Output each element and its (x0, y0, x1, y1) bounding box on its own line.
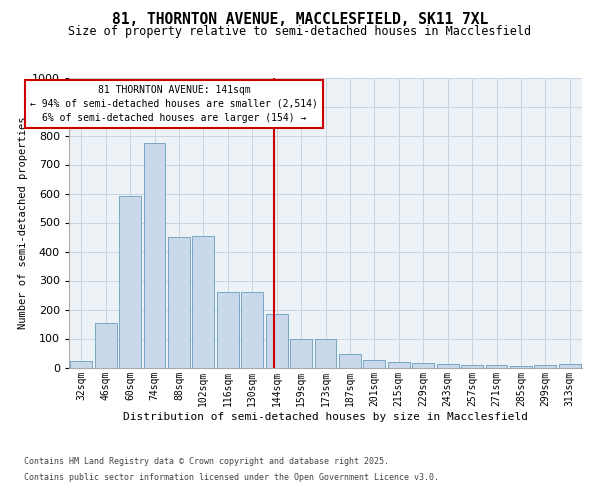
Bar (535, 365, 556, 368)
Bar (143, 143, 166, 368)
Bar (412, 363, 434, 368)
Bar (559, 364, 581, 368)
Bar (314, 340, 337, 367)
Bar (95, 323, 116, 368)
Text: 81 THORNTON AVENUE: 141sqm
← 94% of semi-detached houses are smaller (2,514)
6% : 81 THORNTON AVENUE: 141sqm ← 94% of semi… (30, 84, 318, 122)
Text: Size of property relative to semi-detached houses in Macclesfield: Size of property relative to semi-detach… (68, 25, 532, 38)
Bar (193, 236, 214, 368)
Bar (266, 314, 287, 368)
Bar (168, 237, 190, 368)
Text: Contains HM Land Registry data © Crown copyright and database right 2025.: Contains HM Land Registry data © Crown c… (24, 458, 389, 466)
Bar (119, 196, 141, 368)
Bar (485, 365, 508, 368)
Bar (437, 364, 458, 368)
Bar (461, 364, 483, 368)
Bar (290, 340, 312, 367)
Bar (510, 366, 532, 368)
Bar (388, 362, 410, 368)
Bar (217, 292, 239, 368)
Bar (364, 360, 385, 368)
Bar (339, 354, 361, 368)
Bar (70, 361, 92, 368)
Bar (241, 292, 263, 368)
Text: Contains public sector information licensed under the Open Government Licence v3: Contains public sector information licen… (24, 472, 439, 482)
Text: 81, THORNTON AVENUE, MACCLESFIELD, SK11 7XL: 81, THORNTON AVENUE, MACCLESFIELD, SK11 … (112, 12, 488, 28)
X-axis label: Distribution of semi-detached houses by size in Macclesfield: Distribution of semi-detached houses by … (123, 412, 528, 422)
Y-axis label: Number of semi-detached properties: Number of semi-detached properties (18, 116, 28, 329)
